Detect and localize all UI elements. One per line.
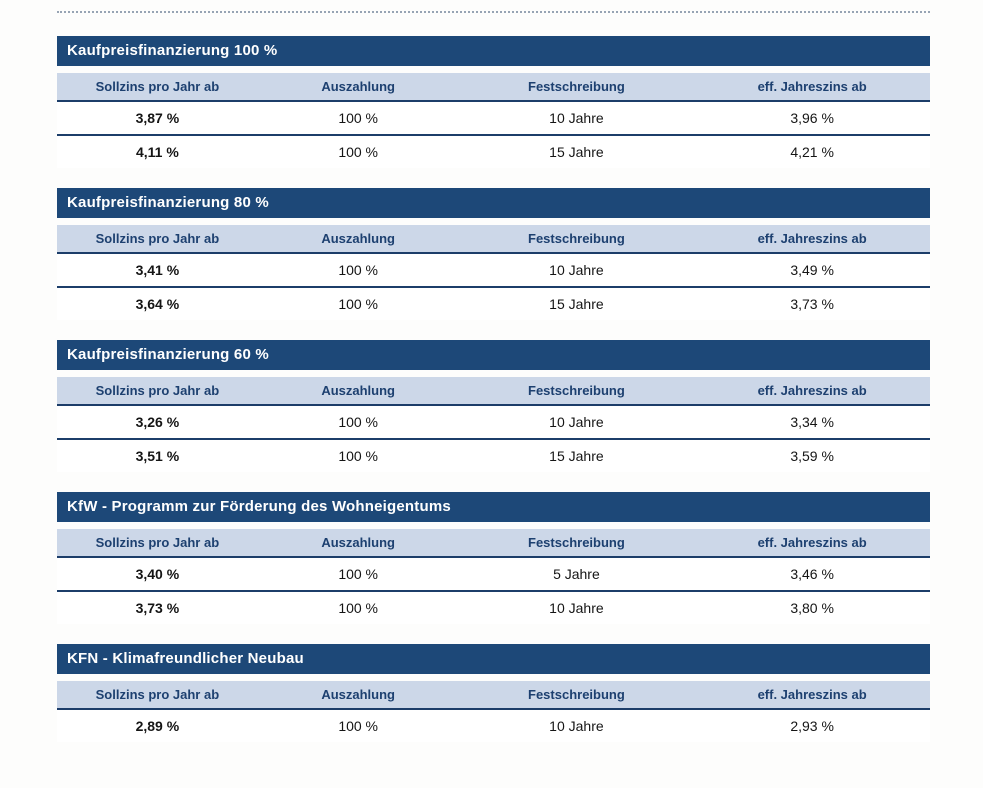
column-header: Sollzins pro Jahr ab — [95, 383, 220, 398]
rate-table: KFN - Klimafreundlicher Neubau Sollzins … — [57, 644, 930, 742]
table-cell: 100 % — [338, 110, 379, 126]
rate-table: Kaufpreisfinanzierung 100 % Sollzins pro… — [57, 36, 930, 168]
column-header: Festschreibung — [528, 383, 625, 398]
table-cell: 3,59 % — [790, 448, 834, 464]
column-header: Auszahlung — [321, 687, 395, 702]
table-cell: 10 Jahre — [549, 718, 604, 734]
table-cell: 3,26 % — [135, 414, 180, 430]
rate-table: Kaufpreisfinanzierung 80 % Sollzins pro … — [57, 188, 930, 320]
table-body: 3,41 % 100 % 10 Jahre 3,49 % 3,64 % 100 % 15 J… — [57, 254, 930, 320]
table-header-row: Sollzins pro Jahr ab Auszahlung Festschrei… — [57, 529, 930, 558]
table-cell: 4,11 % — [135, 144, 179, 160]
table-cell: 3,46 % — [790, 566, 834, 582]
table-header-row: Sollzins pro Jahr ab Auszahlung Festschrei… — [57, 73, 930, 102]
rate-table: KfW - Programm zur Förderung des Wohneig… — [57, 492, 930, 624]
table-cell: 100 % — [338, 414, 379, 430]
table-cell: 15 Jahre — [549, 144, 604, 160]
column-header: Sollzins pro Jahr ab — [95, 535, 220, 550]
table-cell: 10 Jahre — [549, 600, 604, 616]
table-header-row: Sollzins pro Jahr ab Auszahlung Festschrei… — [57, 681, 930, 710]
table-row: 3,26 % 100 % 10 Jahre 3,34 % — [57, 406, 930, 440]
column-header: eff. Jahreszins ab — [757, 79, 867, 94]
table-cell: 10 Jahre — [549, 110, 604, 126]
table-cell: 3,87 % — [135, 110, 180, 126]
table-cell: 4,21 % — [790, 144, 834, 160]
table-title: KFN - Klimafreundlicher Neubau — [57, 644, 930, 674]
table-header-row: Sollzins pro Jahr ab Auszahlung Festschrei… — [57, 377, 930, 406]
table-cell: 10 Jahre — [549, 414, 604, 430]
table-row: 3,87 % 100 % 10 Jahre 3,96 % — [57, 102, 930, 136]
column-header: Auszahlung — [321, 535, 395, 550]
table-cell: 100 % — [338, 144, 379, 160]
table-cell: 15 Jahre — [549, 296, 604, 312]
table-row: 3,51 % 100 % 15 Jahre 3,59 % — [57, 440, 930, 472]
table-title: KfW - Programm zur Förderung des Wohneig… — [57, 492, 930, 522]
table-row: 3,64 % 100 % 15 Jahre 3,73 % — [57, 288, 930, 320]
table-row: 3,40 % 100 % 5 Jahre 3,46 % — [57, 558, 930, 592]
table-row: 4,11 % 100 % 15 Jahre 4,21 % — [57, 136, 930, 168]
column-header: Festschreibung — [528, 535, 625, 550]
column-header: eff. Jahreszins ab — [757, 383, 867, 398]
table-cell: 100 % — [338, 600, 379, 616]
column-header: Festschreibung — [528, 687, 625, 702]
table-cell: 2,93 % — [790, 718, 834, 734]
table-cell: 3,34 % — [790, 414, 834, 430]
table-cell: 3,41 % — [135, 262, 180, 278]
tables-container: Kaufpreisfinanzierung 100 % Sollzins pro… — [57, 36, 930, 742]
table-cell: 2,89 % — [135, 718, 180, 734]
column-header: Festschreibung — [528, 231, 625, 246]
column-header: Sollzins pro Jahr ab — [95, 231, 220, 246]
column-header: Auszahlung — [321, 383, 395, 398]
table-title: Kaufpreisfinanzierung 60 % — [57, 340, 930, 370]
table-cell: 100 % — [338, 262, 379, 278]
table-cell: 100 % — [338, 448, 379, 464]
table-cell: 3,51 % — [135, 448, 180, 464]
column-header: Auszahlung — [321, 231, 395, 246]
table-title: Kaufpreisfinanzierung 100 % — [57, 36, 930, 66]
table-cell: 3,73 % — [135, 600, 180, 616]
table-cell: 3,80 % — [790, 600, 834, 616]
column-header: Festschreibung — [528, 79, 625, 94]
table-cell: 100 % — [338, 718, 379, 734]
rate-table: Kaufpreisfinanzierung 60 % Sollzins pro … — [57, 340, 930, 472]
table-body: 3,87 % 100 % 10 Jahre 3,96 % 4,11 % 100 % 15 J… — [57, 102, 930, 168]
table-cell: 3,96 % — [790, 110, 834, 126]
table-cell: 15 Jahre — [549, 448, 604, 464]
table-cell: 3,64 % — [135, 296, 180, 312]
column-header: eff. Jahreszins ab — [757, 687, 867, 702]
table-cell: 5 Jahre — [553, 566, 600, 582]
content-area: Kaufpreisfinanzierung 100 % Sollzins pro… — [57, 0, 930, 762]
table-cell: 100 % — [338, 296, 379, 312]
table-cell: 100 % — [338, 566, 379, 582]
table-cell: 3,73 % — [790, 296, 834, 312]
table-row: 2,89 % 100 % 10 Jahre 2,93 % — [57, 710, 930, 742]
column-header: eff. Jahreszins ab — [757, 231, 867, 246]
table-body: 2,89 % 100 % 10 Jahre 2,93 % — [57, 710, 930, 742]
table-cell: 3,40 % — [135, 566, 180, 582]
table-cell: 3,49 % — [790, 262, 834, 278]
table-title: Kaufpreisfinanzierung 80 % — [57, 188, 930, 218]
table-body: 3,26 % 100 % 10 Jahre 3,34 % 3,51 % 100 % 15 J… — [57, 406, 930, 472]
table-cell: 10 Jahre — [549, 262, 604, 278]
column-header: Sollzins pro Jahr ab — [95, 79, 220, 94]
column-header: Auszahlung — [321, 79, 395, 94]
column-header: eff. Jahreszins ab — [757, 535, 867, 550]
column-header: Sollzins pro Jahr ab — [95, 687, 220, 702]
table-body: 3,40 % 100 % 5 Jahre 3,46 % 3,73 % 100 % 10 Ja… — [57, 558, 930, 624]
table-row: 3,73 % 100 % 10 Jahre 3,80 % — [57, 592, 930, 624]
dotted-divider — [57, 11, 930, 13]
table-row: 3,41 % 100 % 10 Jahre 3,49 % — [57, 254, 930, 288]
table-header-row: Sollzins pro Jahr ab Auszahlung Festschrei… — [57, 225, 930, 254]
